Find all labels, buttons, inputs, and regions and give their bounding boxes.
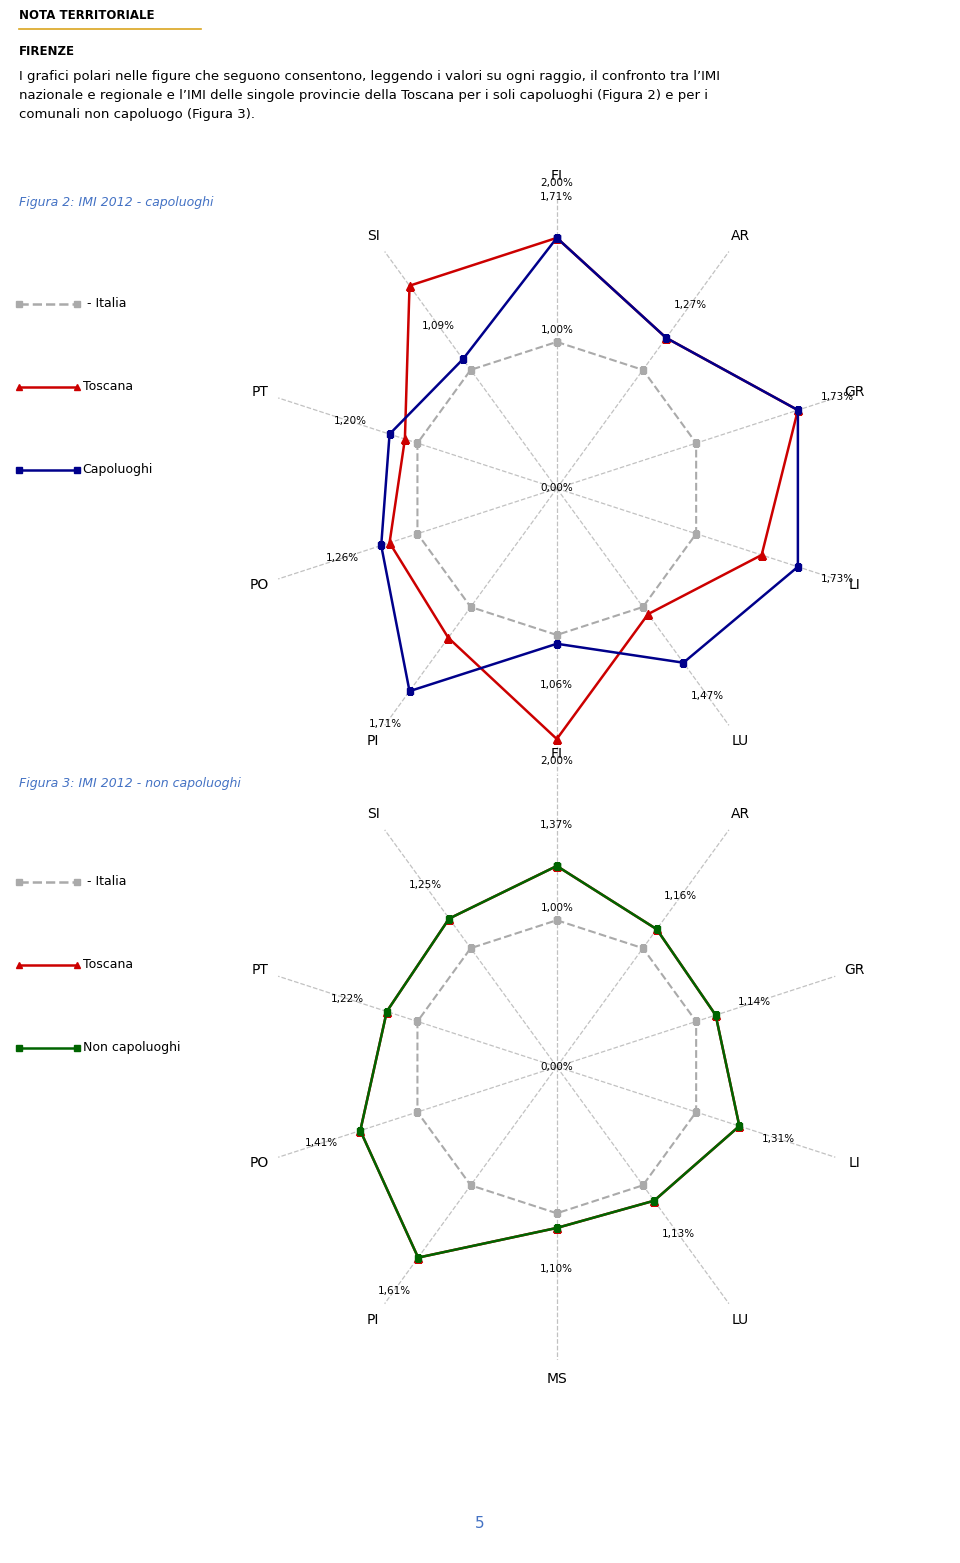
Text: 1,14%: 1,14% xyxy=(738,997,771,1008)
Text: NOTA TERRITORIALE: NOTA TERRITORIALE xyxy=(19,9,155,22)
Text: 0,00%: 0,00% xyxy=(540,1061,573,1072)
Text: 2,00%: 2,00% xyxy=(540,756,573,766)
Text: 0,00%: 0,00% xyxy=(540,483,573,494)
Text: 1,16%: 1,16% xyxy=(664,891,697,900)
Text: 1,41%: 1,41% xyxy=(304,1138,338,1149)
Text: 1,13%: 1,13% xyxy=(661,1229,695,1239)
Text: - Italia: - Italia xyxy=(83,297,126,309)
Text: 1,71%: 1,71% xyxy=(540,192,573,202)
Text: 1,71%: 1,71% xyxy=(369,719,402,730)
Text: 1,00%: 1,00% xyxy=(540,325,573,334)
Text: I grafici polari nelle figure che seguono consentono, leggendo i valori su ogni : I grafici polari nelle figure che seguon… xyxy=(19,70,720,122)
Text: 1,22%: 1,22% xyxy=(331,994,365,1003)
Text: 1,25%: 1,25% xyxy=(408,880,442,891)
Text: 1,61%: 1,61% xyxy=(377,1286,411,1296)
Text: Toscana: Toscana xyxy=(83,958,132,972)
Text: 1,20%: 1,20% xyxy=(334,416,367,427)
Text: 1,47%: 1,47% xyxy=(691,691,724,700)
Text: Figura 2: IMI 2012 - capoluoghi: Figura 2: IMI 2012 - capoluoghi xyxy=(19,195,214,209)
Text: Figura 3: IMI 2012 - non capoluoghi: Figura 3: IMI 2012 - non capoluoghi xyxy=(19,777,241,791)
Text: - Italia: - Italia xyxy=(83,875,126,888)
Text: 1,37%: 1,37% xyxy=(540,821,573,830)
Text: 1,27%: 1,27% xyxy=(674,300,707,309)
Text: 1,06%: 1,06% xyxy=(540,680,573,689)
Text: FIRENZE: FIRENZE xyxy=(19,45,75,58)
Text: 1,73%: 1,73% xyxy=(821,575,853,585)
Text: 1,73%: 1,73% xyxy=(821,392,853,402)
Text: Non capoluoghi: Non capoluoghi xyxy=(83,1041,180,1055)
Text: 1,31%: 1,31% xyxy=(762,1133,795,1144)
Text: 1,26%: 1,26% xyxy=(325,553,359,563)
Text: 1,10%: 1,10% xyxy=(540,1264,573,1274)
Text: 1,09%: 1,09% xyxy=(422,320,455,331)
Text: Toscana: Toscana xyxy=(83,380,132,394)
Text: 1,00%: 1,00% xyxy=(540,903,573,913)
Text: Capoluoghi: Capoluoghi xyxy=(83,463,153,477)
Text: 2,00%: 2,00% xyxy=(540,178,573,188)
Text: 5: 5 xyxy=(475,1516,485,1532)
